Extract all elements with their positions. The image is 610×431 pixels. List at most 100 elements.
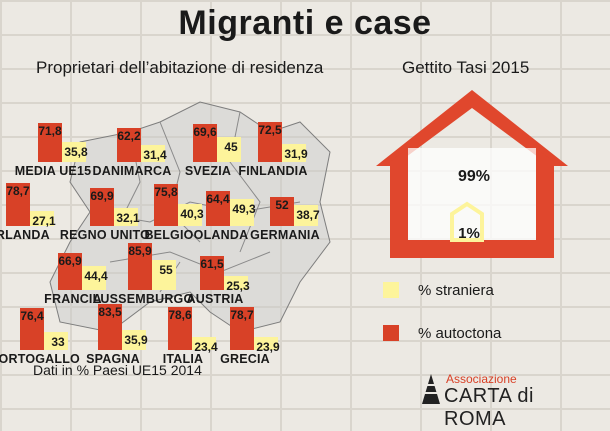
- value-label-autoctona: 69,9: [90, 189, 114, 203]
- value-label-autoctona: 78,7: [6, 184, 30, 198]
- chart-subtitle-right: Gettito Tasi 2015: [402, 58, 530, 77]
- bar-group-austria: 61,5 25,3 AUSTRIA: [187, 220, 310, 306]
- bar-group-grecia: 78,7 23,9 GRECIA: [220, 280, 340, 366]
- value-label-straniera: 40,3: [180, 207, 204, 221]
- value-label-autoctona: 71,8: [38, 124, 62, 138]
- value-label-autoctona: 61,5: [200, 257, 224, 271]
- legend-swatch-straniera: [383, 282, 399, 298]
- bar-group-regno-unito: 69,9 32,1 REGNO UNITO: [60, 156, 200, 242]
- value-label-straniera: 38,7: [296, 208, 320, 222]
- bar-group-germania: 52 38,7 GERMANIA: [250, 156, 380, 242]
- bar-autoctona: [20, 308, 44, 350]
- bar-straniera: [230, 199, 254, 226]
- value-label-autoctona: 64,4: [206, 192, 230, 206]
- bar-group-danimarca: 62,2 31,4 DANIMARCA: [93, 92, 227, 178]
- bar-group-irlanda: 78,7 27,1IRLANDA: [0, 156, 116, 242]
- value-label-straniera: 25,3: [226, 279, 250, 293]
- value-label-autoctona: 72,5: [258, 123, 282, 137]
- logo-top-text: Associazione: [446, 372, 517, 386]
- page-title: Migranti e case: [178, 4, 432, 42]
- value-label-straniera: 27,1: [32, 214, 56, 228]
- bar-straniera: [254, 337, 278, 350]
- value-label-straniera: 49,3: [232, 202, 256, 216]
- country-label: ITALIA: [162, 352, 204, 366]
- bar-group-lussemburgo: 85,9 55 LUSSEMBURGO: [93, 220, 238, 306]
- bar-autoctona: [58, 253, 82, 290]
- country-label: BELGIO: [144, 228, 194, 242]
- bar-autoctona: [98, 304, 122, 350]
- value-label-autoctona: 66,9: [58, 254, 82, 268]
- value-label-autoctona: 85,9: [128, 244, 152, 258]
- bar-straniera: [122, 330, 146, 350]
- bar-autoctona: [206, 191, 230, 226]
- country-label: LUSSEMBURGO: [92, 292, 194, 306]
- country-label: SPAGNA: [86, 352, 140, 366]
- country-label: AUSTRIA: [186, 292, 244, 306]
- country-label: GRECIA: [220, 352, 270, 366]
- bar-autoctona: [168, 307, 192, 350]
- tasi-autoctona-label: 99%: [457, 168, 491, 185]
- bar-group-belgio: 75,8 40,3 BELGIO: [144, 156, 264, 242]
- country-label: MEDIA UE15: [14, 164, 92, 178]
- bar-autoctona: [270, 197, 294, 226]
- bar-autoctona: [230, 307, 254, 350]
- bar-group-francia: 66,9 44,4 FRANCIA: [44, 220, 168, 306]
- value-label-straniera: 31,9: [284, 147, 308, 161]
- value-label-straniera: 23,4: [194, 340, 218, 354]
- bar-group-portogallo: 76,4 33 PORTOGALLO: [0, 280, 130, 366]
- bar-group-svezia: 69,6 45 SVEZIA: [185, 92, 303, 178]
- bar-autoctona: [154, 184, 178, 226]
- bar-autoctona: [38, 123, 62, 162]
- value-label-autoctona: 78,7: [230, 308, 254, 322]
- house-chart: [376, 90, 568, 258]
- country-label: PORTOGALLO: [0, 352, 80, 366]
- bar-straniera: [62, 142, 86, 162]
- bar-straniera: [141, 145, 165, 162]
- value-label-autoctona: 52: [275, 198, 289, 212]
- bar-group-italia: 78,6 23,4 ITALIA: [163, 280, 278, 366]
- bar-straniera: [30, 211, 54, 226]
- value-label-straniera: 55: [159, 263, 173, 277]
- small-house-icon: [450, 201, 484, 242]
- bar-straniera: [282, 144, 306, 162]
- country-label: OLANDA: [193, 228, 249, 242]
- logo-bottom-text: CARTA di ROMA: [444, 385, 534, 430]
- column-icon: [422, 374, 440, 404]
- data-note: Dati in % Paesi UE15 2014: [33, 362, 202, 378]
- value-label-straniera: 31,4: [143, 148, 167, 162]
- bar-straniera: [44, 332, 68, 350]
- value-label-straniera: 23,9: [256, 340, 280, 354]
- value-label-straniera: 33: [51, 335, 65, 349]
- value-label-straniera: 35,9: [124, 333, 148, 347]
- value-label-straniera: 35,8: [64, 145, 88, 159]
- bar-straniera: [294, 205, 318, 226]
- country-label: GERMANIA: [250, 228, 320, 242]
- value-label-straniera: 32,1: [116, 211, 140, 225]
- value-label-autoctona: 69,6: [193, 125, 217, 139]
- bar-autoctona: [6, 183, 30, 226]
- value-label-autoctona: 62,2: [117, 129, 141, 143]
- bar-group-finlandia: 72,5 31,9 FINLANDIA: [238, 92, 368, 178]
- country-label: REGNO UNITO: [59, 228, 151, 242]
- bar-group-media-ue15: 71,8 35,8 MEDIA UE15: [15, 92, 148, 178]
- legend-swatch-autoctona: [383, 325, 399, 341]
- value-label-autoctona: 75,8: [154, 185, 178, 199]
- value-label-straniera: 45: [224, 140, 238, 154]
- bar-straniera: [82, 266, 106, 290]
- chart-subtitle-left: Proprietari dell’abitazione di residenza: [36, 58, 324, 77]
- bar-autoctona: [117, 128, 141, 162]
- value-label-autoctona: 83,5: [98, 305, 122, 319]
- country-label: SVEZIA: [184, 164, 232, 178]
- country-label: DANIMARCA: [92, 164, 172, 178]
- bar-group-olanda: 64,4 49,3 OLANDA: [194, 156, 316, 242]
- value-label-autoctona: 76,4: [20, 309, 44, 323]
- value-label-autoctona: 78,6: [168, 308, 192, 322]
- bar-autoctona: [200, 256, 224, 290]
- country-label: FINLANDIA: [238, 164, 308, 178]
- carta-di-roma-logo: Associazione CARTA di ROMA: [418, 372, 598, 430]
- bar-straniera: [152, 260, 176, 290]
- country-label: IRLANDA: [0, 228, 50, 242]
- house-walls: [390, 148, 554, 258]
- country-label: FRANCIA: [44, 292, 102, 306]
- bar-straniera: [178, 204, 202, 226]
